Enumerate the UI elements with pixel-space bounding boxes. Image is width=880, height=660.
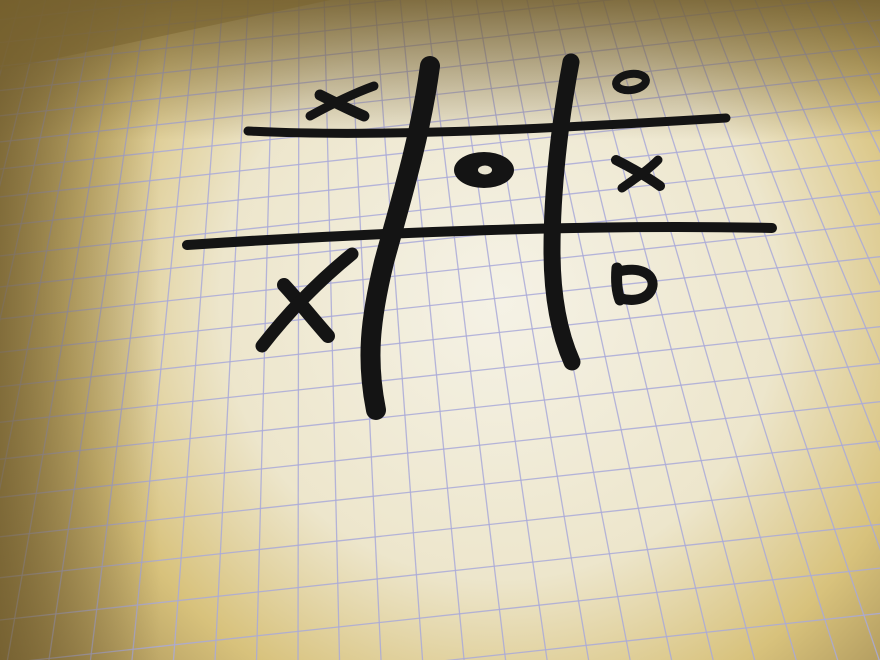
left-shadow (0, 0, 160, 660)
mark-o-center (454, 152, 514, 188)
